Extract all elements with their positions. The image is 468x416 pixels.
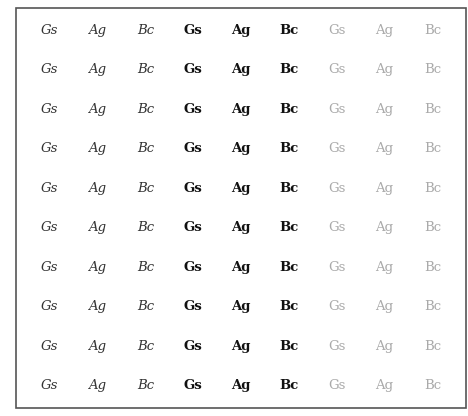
Text: Ag: Ag: [375, 379, 394, 392]
Text: Bc: Bc: [279, 221, 299, 234]
Text: Gs: Gs: [328, 221, 345, 234]
Text: Ag: Ag: [231, 142, 251, 155]
Text: Bc: Bc: [424, 142, 441, 155]
Text: Gs: Gs: [184, 221, 203, 234]
Text: Gs: Gs: [328, 142, 345, 155]
Text: Bc: Bc: [137, 103, 154, 116]
Text: Gs: Gs: [184, 63, 203, 76]
Text: Bc: Bc: [137, 300, 154, 313]
Text: Gs: Gs: [184, 300, 203, 313]
Text: Bc: Bc: [424, 63, 441, 76]
Text: Gs: Gs: [41, 340, 58, 353]
Text: Ag: Ag: [375, 63, 394, 76]
Text: Bc: Bc: [279, 63, 299, 76]
Text: Bc: Bc: [279, 261, 299, 274]
Text: Bc: Bc: [137, 63, 154, 76]
Text: Ag: Ag: [88, 63, 107, 76]
Text: Bc: Bc: [279, 300, 299, 313]
Text: Bc: Bc: [279, 379, 299, 392]
Text: Ag: Ag: [375, 300, 394, 313]
Text: Ag: Ag: [231, 379, 251, 392]
Text: Ag: Ag: [231, 300, 251, 313]
Text: Gs: Gs: [184, 24, 203, 37]
Text: Gs: Gs: [184, 340, 203, 353]
Text: Gs: Gs: [184, 142, 203, 155]
Text: Bc: Bc: [279, 182, 299, 195]
Text: Ag: Ag: [88, 261, 107, 274]
Text: Gs: Gs: [328, 261, 345, 274]
Text: Bc: Bc: [137, 379, 154, 392]
Text: Bc: Bc: [424, 24, 441, 37]
Text: Ag: Ag: [375, 103, 394, 116]
Text: Gs: Gs: [184, 379, 203, 392]
Text: Bc: Bc: [424, 103, 441, 116]
Text: Gs: Gs: [41, 300, 58, 313]
Text: Ag: Ag: [88, 300, 107, 313]
Text: Bc: Bc: [424, 221, 441, 234]
Text: Ag: Ag: [231, 340, 251, 353]
Text: Ag: Ag: [88, 142, 107, 155]
Text: Bc: Bc: [279, 24, 299, 37]
Text: Bc: Bc: [137, 261, 154, 274]
Text: Bc: Bc: [137, 142, 154, 155]
Text: Bc: Bc: [424, 261, 441, 274]
Text: Ag: Ag: [375, 261, 394, 274]
Text: Gs: Gs: [41, 379, 58, 392]
Text: Bc: Bc: [424, 340, 441, 353]
Text: Bc: Bc: [279, 103, 299, 116]
Text: Bc: Bc: [424, 182, 441, 195]
Text: Gs: Gs: [328, 300, 345, 313]
Text: Gs: Gs: [328, 379, 345, 392]
Text: Bc: Bc: [279, 340, 299, 353]
Text: Bc: Bc: [424, 300, 441, 313]
Text: Ag: Ag: [88, 24, 107, 37]
Text: Ag: Ag: [231, 182, 251, 195]
Text: Gs: Gs: [184, 261, 203, 274]
Text: Ag: Ag: [375, 182, 394, 195]
Text: Ag: Ag: [375, 340, 394, 353]
Text: Gs: Gs: [328, 24, 345, 37]
Text: Bc: Bc: [279, 142, 299, 155]
Text: Gs: Gs: [41, 182, 58, 195]
Text: Gs: Gs: [41, 103, 58, 116]
Text: Ag: Ag: [231, 24, 251, 37]
Text: Ag: Ag: [88, 379, 107, 392]
Text: Gs: Gs: [41, 24, 58, 37]
Text: Bc: Bc: [137, 221, 154, 234]
Text: Gs: Gs: [184, 182, 203, 195]
Text: Bc: Bc: [137, 182, 154, 195]
Text: Bc: Bc: [424, 379, 441, 392]
Text: Gs: Gs: [184, 103, 203, 116]
Text: Ag: Ag: [375, 24, 394, 37]
Text: Ag: Ag: [375, 142, 394, 155]
Text: Bc: Bc: [137, 24, 154, 37]
Text: Bc: Bc: [137, 340, 154, 353]
Text: Ag: Ag: [88, 182, 107, 195]
Text: Ag: Ag: [231, 221, 251, 234]
Text: Gs: Gs: [41, 221, 58, 234]
Text: Gs: Gs: [328, 63, 345, 76]
Text: Ag: Ag: [88, 103, 107, 116]
Text: Gs: Gs: [41, 63, 58, 76]
Text: Gs: Gs: [328, 340, 345, 353]
Text: Ag: Ag: [375, 221, 394, 234]
Text: Gs: Gs: [41, 142, 58, 155]
Text: Gs: Gs: [328, 182, 345, 195]
Text: Gs: Gs: [328, 103, 345, 116]
Text: Ag: Ag: [231, 261, 251, 274]
Text: Gs: Gs: [41, 261, 58, 274]
Text: Ag: Ag: [231, 103, 251, 116]
Text: Ag: Ag: [88, 221, 107, 234]
Text: Ag: Ag: [88, 340, 107, 353]
Text: Ag: Ag: [231, 63, 251, 76]
